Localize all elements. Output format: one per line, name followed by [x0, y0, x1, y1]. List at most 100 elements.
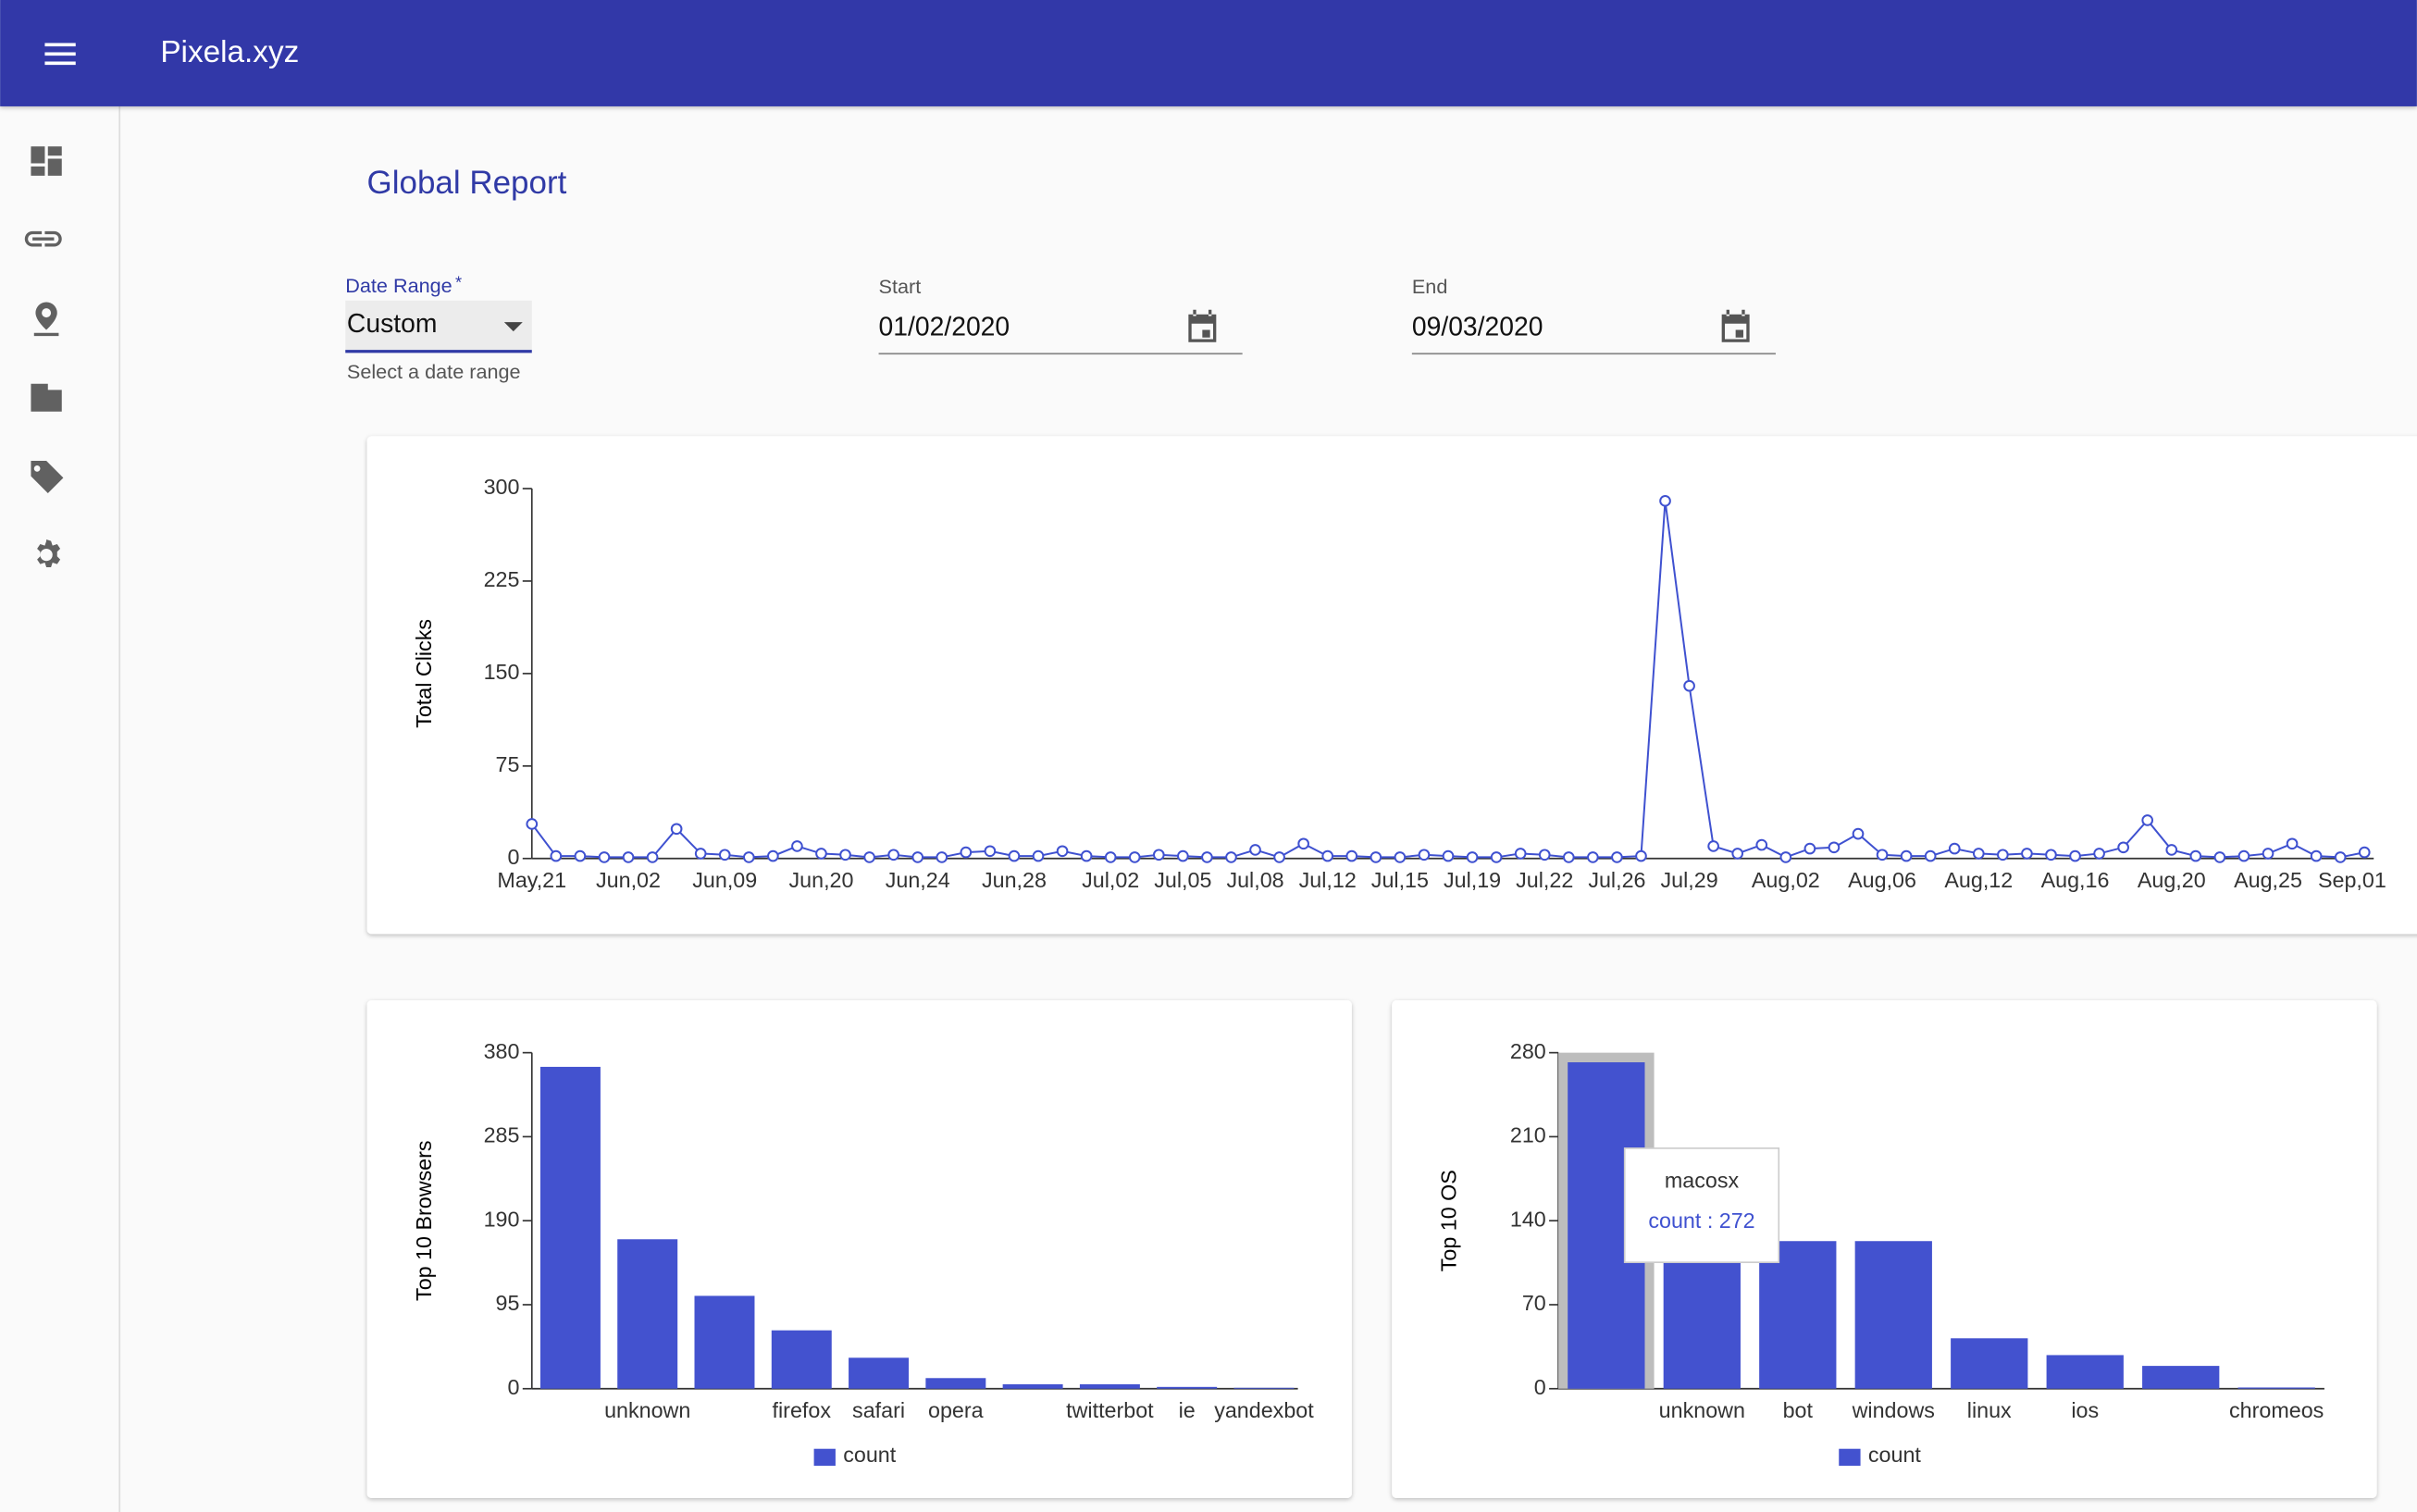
- settings-icon[interactable]: [37, 539, 61, 567]
- bar: [2142, 1366, 2220, 1389]
- point: [1442, 849, 1455, 862]
- point: [1852, 827, 1865, 840]
- point: [2021, 848, 2033, 860]
- point: [1659, 495, 1671, 507]
- y-tick-label: 380: [484, 1039, 520, 1063]
- x-tick-label: Jun,28: [982, 868, 1047, 892]
- x-tick-label: ie: [1179, 1398, 1196, 1422]
- point: [1538, 849, 1551, 861]
- x-tick-label: Jul,22: [1516, 868, 1573, 892]
- y-tick-label: 285: [484, 1123, 520, 1147]
- x-tick-label: unknown: [1659, 1398, 1745, 1422]
- legend-swatch: [1839, 1448, 1861, 1467]
- point: [1008, 849, 1021, 862]
- point: [2093, 848, 2105, 860]
- point: [1321, 849, 1334, 862]
- point: [2213, 851, 2226, 863]
- x-tick-label: Aug,06: [1848, 868, 1916, 892]
- point: [1056, 845, 1069, 858]
- x-tick-label: Jun,24: [886, 868, 950, 892]
- bar: [1663, 1242, 1741, 1389]
- menu-button[interactable]: [44, 43, 76, 66]
- point: [670, 823, 683, 836]
- sidebar: [0, 105, 119, 1512]
- point: [1345, 849, 1358, 862]
- x-tick-label: Aug,02: [1752, 868, 1820, 892]
- point: [598, 851, 611, 863]
- x-tick-label: opera: [928, 1398, 984, 1422]
- y-tick-label: 75: [496, 752, 520, 776]
- point: [1948, 842, 1961, 855]
- y-axis-label: Top 10 Browsers: [412, 1140, 436, 1301]
- y-axis-label: Total Clicks: [412, 619, 436, 728]
- x-tick-label: Jun,20: [789, 868, 854, 892]
- dashboard-icon[interactable]: [31, 146, 62, 176]
- x-tick-label: bot: [1783, 1398, 1814, 1422]
- point: [1152, 849, 1165, 861]
- helper-text: Select a date range: [347, 360, 521, 383]
- tooltip-title: macosx: [1665, 1169, 1740, 1193]
- field-label: Date Range *: [345, 272, 462, 296]
- y-tick-label: 0: [1534, 1375, 1546, 1399]
- select-field[interactable]: [345, 300, 532, 352]
- select-value: Custom: [347, 308, 438, 338]
- point: [1683, 679, 1695, 692]
- y-tick-label: 0: [507, 1375, 519, 1399]
- point: [1370, 851, 1382, 863]
- y-tick-label: 140: [1510, 1207, 1546, 1231]
- point: [1490, 851, 1503, 863]
- point: [1635, 849, 1647, 862]
- point: [1249, 844, 1261, 856]
- point: [1803, 842, 1816, 855]
- point: [1731, 848, 1744, 860]
- point: [1876, 849, 1889, 861]
- x-tick-label: May,21: [497, 868, 566, 892]
- x-tick-label: windows: [1852, 1398, 1935, 1422]
- y-axis-label: Top 10 OS: [1437, 1170, 1461, 1271]
- bar: [539, 1066, 601, 1389]
- x-tick-label: ios: [2071, 1398, 2099, 1422]
- calendar-icon[interactable]: [1188, 309, 1217, 342]
- x-tick-label: firefox: [773, 1398, 832, 1422]
- point: [1779, 851, 1792, 863]
- point: [742, 851, 755, 863]
- point: [1104, 851, 1117, 863]
- link-icon[interactable]: [24, 230, 62, 247]
- x-tick-label: linux: [1967, 1398, 2012, 1422]
- x-tick-label: Jun,09: [692, 868, 757, 892]
- point: [526, 818, 539, 830]
- x-tick-label: Jul,05: [1154, 868, 1211, 892]
- point: [1177, 849, 1189, 862]
- date-input[interactable]: 09/03/2020: [1412, 311, 1543, 341]
- point: [694, 848, 707, 860]
- x-tick-label: Jul,29: [1661, 868, 1718, 892]
- point: [887, 849, 899, 861]
- bar: [1157, 1386, 1218, 1389]
- point: [911, 851, 924, 863]
- y-tick-label: 0: [507, 845, 519, 869]
- point: [574, 849, 587, 862]
- point: [1273, 851, 1285, 863]
- field-label: Start: [879, 275, 922, 298]
- point: [2262, 848, 2274, 860]
- location-icon[interactable]: [33, 302, 59, 337]
- bar: [1079, 1383, 1140, 1389]
- x-tick-label: safari: [852, 1398, 905, 1422]
- bar: [1759, 1241, 1837, 1389]
- point: [936, 851, 948, 863]
- point: [1611, 851, 1623, 863]
- point: [960, 846, 973, 859]
- point: [1201, 851, 1213, 863]
- tag-icon[interactable]: [31, 461, 64, 494]
- date-input[interactable]: 01/02/2020: [879, 311, 1010, 341]
- tooltip: [1623, 1147, 1780, 1263]
- calendar-icon[interactable]: [1721, 309, 1750, 342]
- business-icon[interactable]: [31, 383, 62, 412]
- y-tick-label: 150: [484, 660, 520, 684]
- select-arrow: [503, 322, 523, 332]
- bar: [849, 1357, 910, 1389]
- card: [366, 436, 2417, 935]
- x-tick-label: Jul,15: [1371, 868, 1429, 892]
- point: [1755, 838, 1768, 851]
